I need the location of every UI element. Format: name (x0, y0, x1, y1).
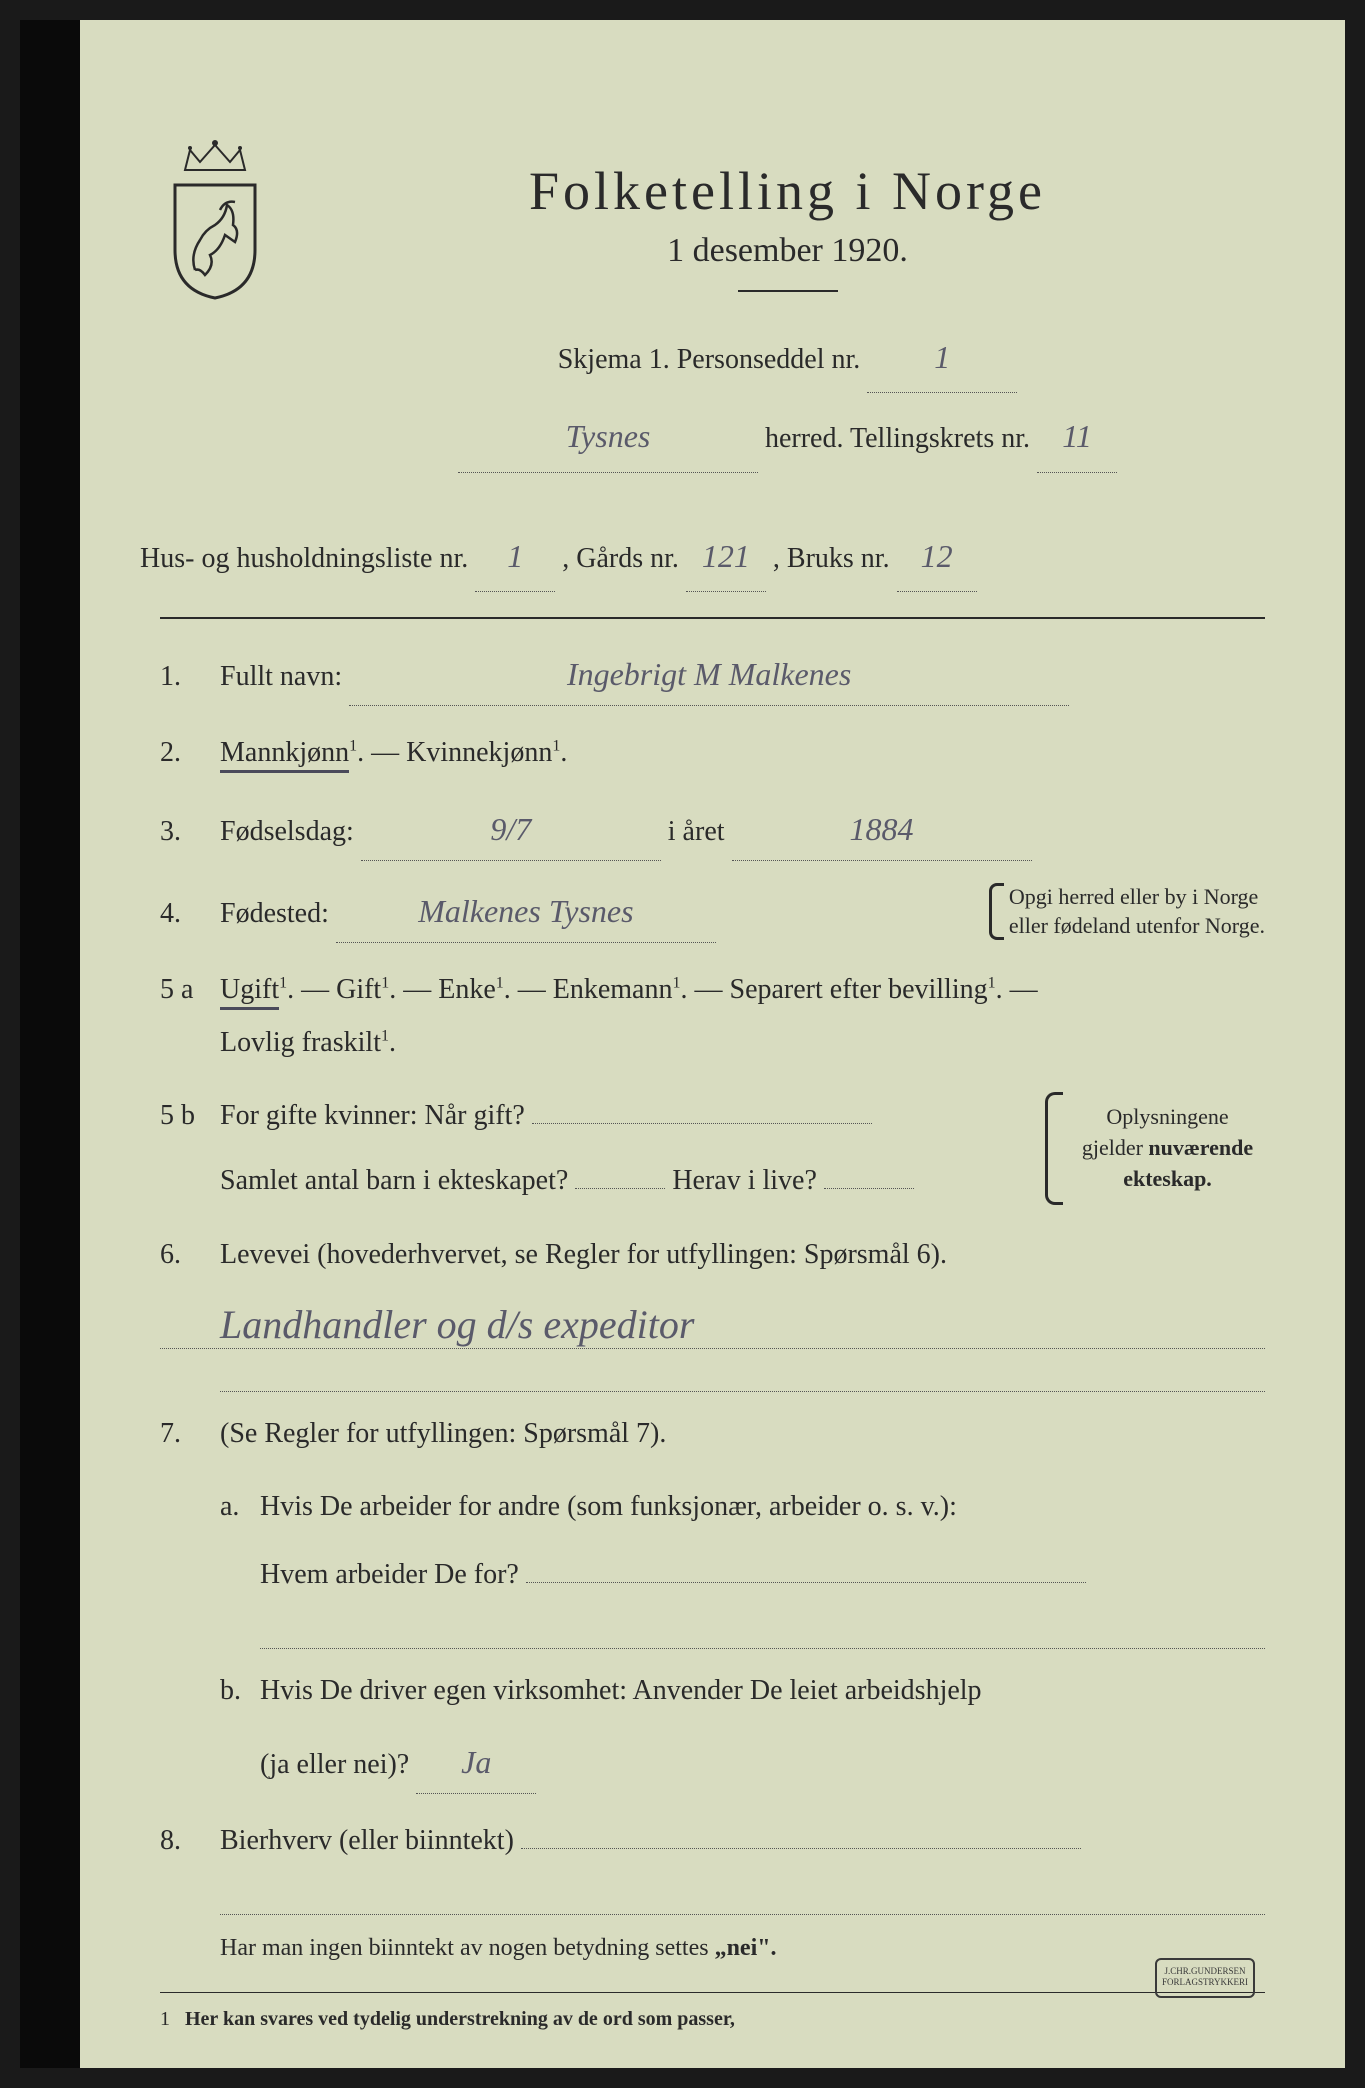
q8-label: Bierhverv (eller biinntekt) (220, 1825, 514, 1856)
section-divider (160, 617, 1265, 619)
q8-empty-line (220, 1887, 1265, 1915)
q3-row: 3. Fødselsdag: 9/7 i året 1884 (160, 799, 1265, 861)
q8-field (521, 1848, 1081, 1849)
q7b-label2: (ja eller nei)? (260, 1749, 409, 1780)
q5b-label3: Herav i live? (672, 1165, 817, 1196)
q7a-empty-line (260, 1621, 1265, 1649)
q5b-num: 5 b (160, 1100, 220, 1132)
q5b-label2: Samlet antal barn i ekteskapet? (220, 1165, 568, 1196)
q7a-field (526, 1582, 1086, 1583)
subtitle: 1 desember 1920. (310, 232, 1265, 270)
q5b-field3 (824, 1188, 914, 1189)
footnote-divider (160, 1992, 1265, 1993)
q5a-row: 5 a Ugift1. — Gift1. — Enke1. — Enkemann… (160, 963, 1265, 1069)
husliste-label: Hus- og husholdningsliste nr. (140, 543, 468, 574)
census-form-page: Folketelling i Norge 1 desember 1920. Sk… (20, 20, 1345, 2068)
shield-icon (165, 180, 265, 300)
q6-value-field: Landhandler og d/s expeditor (160, 1301, 1265, 1349)
q6-num: 6. (160, 1239, 220, 1271)
bruks-label: , Bruks nr. (773, 543, 890, 574)
q7b-row: b. Hvis De driver egen virksomhet: Anven… (160, 1664, 1265, 1794)
q4-place-field: Malkenes Tysnes (336, 881, 716, 943)
coat-of-arms (160, 140, 270, 300)
q6-row: 6. Levevei (hovederhvervet, se Regler fo… (160, 1228, 1265, 1281)
q4-note: Opgi herred eller by i Norge eller fødel… (989, 883, 1265, 940)
q2-row: 2. Mannkjønn1. — Kvinnekjønn1. (160, 726, 1265, 779)
q7b-letter: b. (220, 1675, 260, 1707)
q1-label: Fullt navn: (220, 661, 342, 692)
q4-num: 4. (160, 898, 220, 930)
footnote: 1 Her kan svares ved tydelig understrekn… (160, 2008, 1265, 2031)
title-block: Folketelling i Norge 1 desember 1920. Sk… (310, 140, 1265, 481)
q7-num: 7. (160, 1418, 220, 1450)
q1-row: 1. Fullt navn: Ingebrigt M Malkenes (160, 644, 1265, 706)
footnote-text: Her kan svares ved tydelig understreknin… (185, 2008, 735, 2030)
q5b-row: 5 b For gifte kvinner: Når gift? Samlet … (160, 1089, 1265, 1207)
gards-field: 121 (686, 521, 766, 592)
header: Folketelling i Norge 1 desember 1920. Sk… (160, 140, 1265, 481)
q7b-label1: Hvis De driver egen virksomhet: Anvender… (260, 1664, 1265, 1717)
q1-num: 1. (160, 661, 220, 693)
q7-label: (Se Regler for utfyllingen: Spørsmål 7). (220, 1418, 666, 1449)
q3-day-field: 9/7 (361, 799, 661, 861)
q6-empty-line (220, 1364, 1265, 1392)
husliste-line: Hus- og husholdningsliste nr. 1 , Gårds … (140, 521, 1265, 592)
gards-label: , Gårds nr. (562, 543, 679, 574)
q7a-label2: Hvem arbeider De for? (260, 1559, 519, 1590)
q5a-num: 5 a (160, 974, 220, 1006)
tellingskrets-field: 11 (1037, 401, 1117, 472)
q7b-field: Ja (416, 1732, 536, 1794)
q3-label: Fødselsdag: (220, 816, 354, 847)
q7-row: 7. (Se Regler for utfyllingen: Spørsmål … (160, 1407, 1265, 1460)
q6-label: Levevei (hovederhvervet, se Regler for u… (220, 1239, 947, 1270)
skjema-nr-field: 1 (867, 322, 1017, 393)
q2-num: 2. (160, 737, 220, 769)
q7a-letter: a. (220, 1491, 260, 1523)
q5b-note: Oplysningene gjelder nuværende ekteskap. (1045, 1102, 1265, 1194)
herred-field: Tysnes (458, 401, 758, 472)
bottom-note: Har man ingen biinntekt av nogen betydni… (220, 1935, 1265, 1962)
divider (738, 290, 838, 292)
skjema-label: Skjema 1. Personseddel nr. (558, 344, 861, 375)
q4-row: 4. Fødested: Malkenes Tysnes Opgi herred… (160, 881, 1265, 943)
q3-year-label: i året (668, 816, 725, 847)
q2-female: Kvinnekjønn (406, 737, 552, 768)
crown-icon (180, 140, 250, 175)
bruks-field: 12 (897, 521, 977, 592)
q1-name-field: Ingebrigt M Malkenes (349, 644, 1069, 706)
husliste-field: 1 (475, 521, 555, 592)
q8-row: 8. Bierhverv (eller biinntekt) (160, 1814, 1265, 1867)
q7a-row: a. Hvis De arbeider for andre (som funks… (160, 1480, 1265, 1601)
herred-line: Tysnes herred. Tellingskrets nr. 11 (310, 401, 1265, 472)
herred-label: herred. Tellingskrets nr. (765, 423, 1030, 454)
q5b-label1: For gifte kvinner: Når gift? (220, 1100, 525, 1131)
q3-year-field: 1884 (732, 799, 1032, 861)
skjema-line: Skjema 1. Personseddel nr. 1 (310, 322, 1265, 393)
main-title: Folketelling i Norge (310, 160, 1265, 222)
q5b-field2 (575, 1188, 665, 1189)
q7a-label1: Hvis De arbeider for andre (som funksjon… (260, 1480, 1265, 1533)
q4-label: Fødested: (220, 898, 329, 929)
printer-stamp: J.CHR.GUNDERSEN FORLAGSTRYKKERI (1155, 1958, 1255, 1998)
q3-num: 3. (160, 816, 220, 848)
q8-num: 8. (160, 1825, 220, 1857)
q5b-field1 (532, 1123, 872, 1124)
q2-male: Mannkjønn (220, 737, 349, 773)
